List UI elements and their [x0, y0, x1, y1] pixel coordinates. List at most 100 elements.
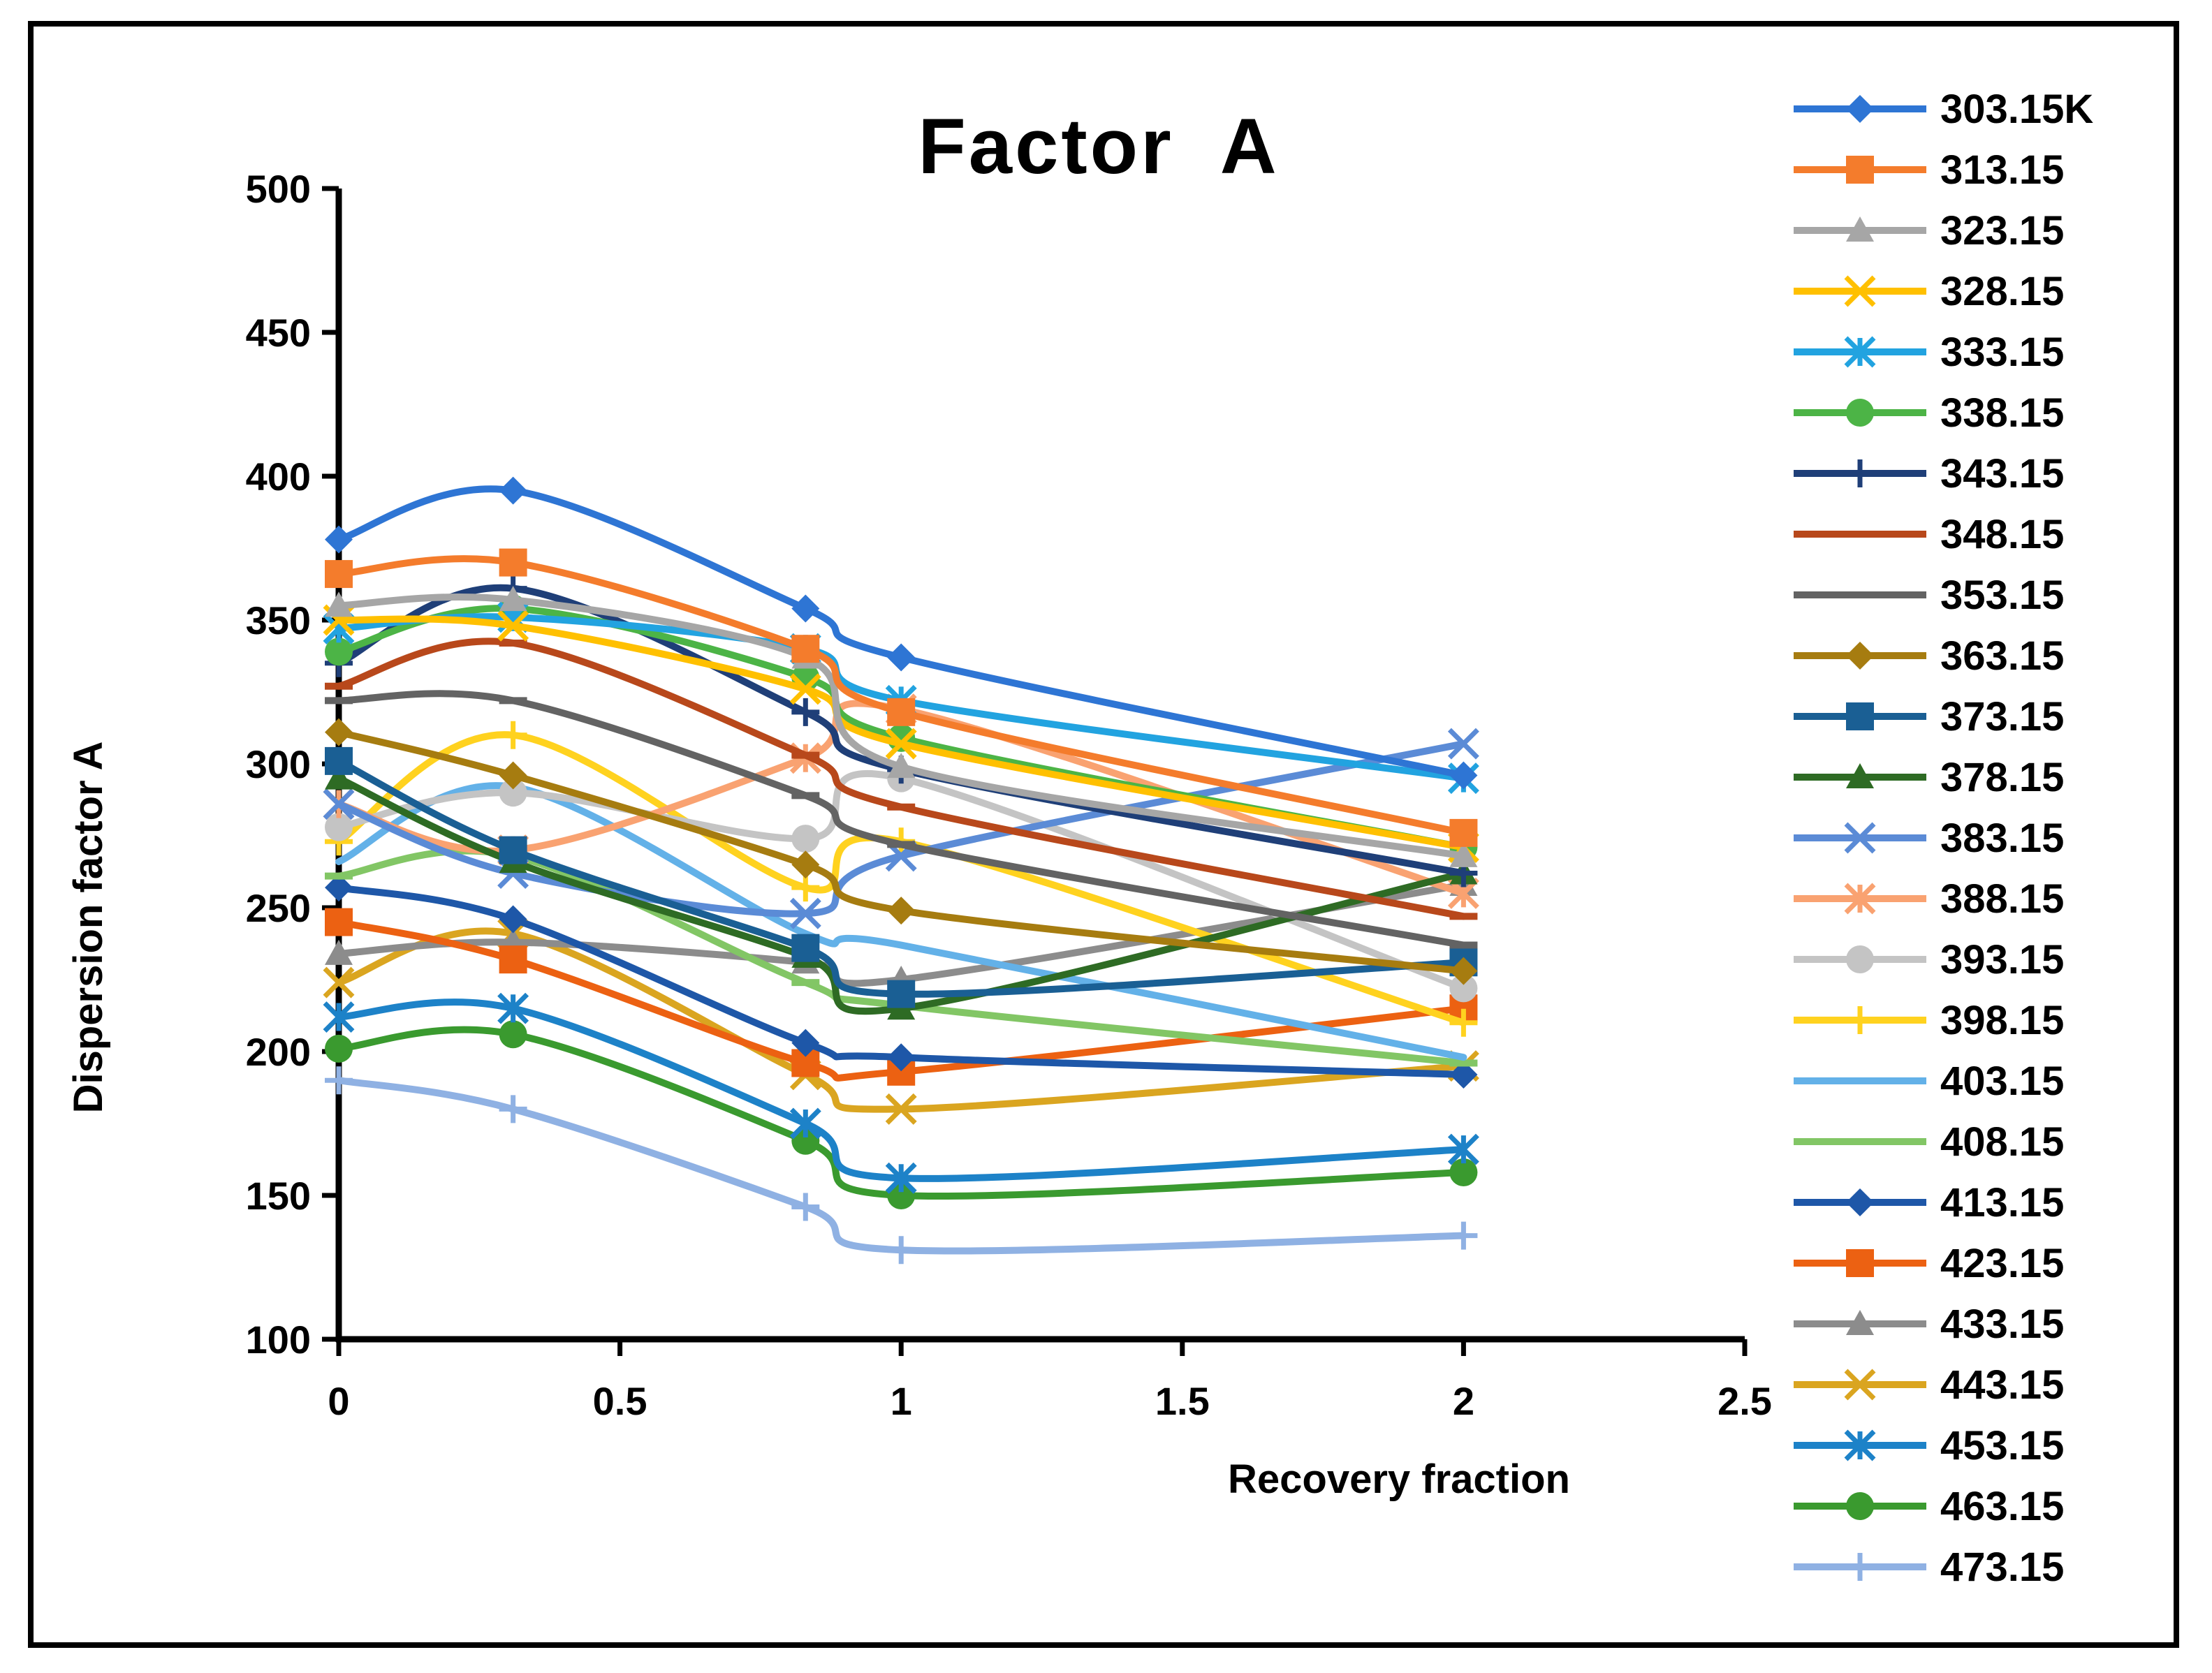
- y-tick-label: 500: [246, 167, 311, 211]
- legend-marker: [1846, 95, 1874, 123]
- data-point: [885, 728, 917, 760]
- data-point: [789, 897, 821, 929]
- data-point: [325, 1066, 353, 1095]
- y-axis-label: Dispersion factor A: [66, 742, 111, 1114]
- data-point: [325, 637, 353, 666]
- legend-label: 453.15: [1940, 1423, 2064, 1468]
- data-point: [499, 1020, 527, 1049]
- data-point: [887, 1043, 916, 1072]
- data-point: [1449, 957, 1478, 985]
- legend-label: 303.15K: [1940, 87, 2093, 132]
- data-point: [323, 788, 355, 820]
- series-line: [335, 731, 1467, 1026]
- data-point: [325, 591, 353, 617]
- legend-item: 378.15: [1794, 755, 2064, 800]
- data-point: [1449, 1158, 1478, 1187]
- legend-marker: [1846, 763, 1874, 788]
- data-point: [323, 1001, 355, 1033]
- y-tick-label: 300: [246, 742, 311, 786]
- data-point: [791, 698, 820, 726]
- series-473.15: [325, 1066, 1478, 1265]
- x-tick-label: 0: [328, 1379, 349, 1423]
- data-point: [789, 1107, 821, 1140]
- legend-marker: [1846, 1188, 1874, 1216]
- legend-item: 328.15: [1794, 269, 2064, 314]
- data-point: [325, 746, 353, 775]
- legend-label: 403.15: [1940, 1059, 2064, 1104]
- series-line: [335, 918, 1467, 1082]
- series-line: [335, 690, 1467, 949]
- series-453.15: [323, 992, 1479, 1194]
- data-point: [791, 1193, 820, 1221]
- data-point: [325, 718, 353, 746]
- legend-item: 398.15: [1794, 998, 2064, 1043]
- series-line: [335, 1077, 1467, 1255]
- legend-marker: [1846, 1249, 1874, 1277]
- series-348.15: [325, 637, 1478, 920]
- data-point: [791, 934, 820, 962]
- data-point: [887, 980, 916, 1008]
- data-point: [1447, 728, 1479, 760]
- legend-marker: [1846, 1006, 1874, 1034]
- legend-item: 383.15: [1794, 816, 2064, 861]
- data-point: [887, 1236, 916, 1265]
- series-363.15: [325, 718, 1478, 985]
- x-tick-label: 0.5: [593, 1379, 647, 1423]
- legend-label: 338.15: [1940, 390, 2064, 436]
- legend-marker: [1846, 1492, 1874, 1520]
- data-point: [499, 905, 527, 934]
- data-point: [323, 966, 355, 998]
- legend-label: 413.15: [1940, 1180, 2064, 1225]
- data-point: [887, 753, 916, 779]
- chart-svg: Factor A Dispersion factor A Recovery fr…: [66, 87, 2093, 1590]
- legend-item: 393.15: [1794, 937, 2064, 982]
- data-point: [499, 721, 527, 749]
- legend-item: 388.15: [1794, 876, 2064, 922]
- data-point: [325, 908, 353, 936]
- legend-label: 398.15: [1940, 998, 2064, 1043]
- series-line: [335, 637, 1467, 920]
- legend-label: 373.15: [1940, 694, 2064, 739]
- series-line: [335, 998, 1467, 1182]
- legend-item: 413.15: [1794, 1180, 2064, 1225]
- series-line: [335, 485, 1467, 779]
- data-point: [325, 874, 353, 902]
- data-point: [1447, 1133, 1479, 1165]
- legend-item: 403.15: [1794, 1059, 2064, 1104]
- legend-item: 473.15: [1794, 1545, 2064, 1590]
- legend-label: 388.15: [1940, 876, 2064, 922]
- data-point: [499, 476, 527, 505]
- legend-item: 453.15: [1794, 1423, 2064, 1468]
- y-tick-label: 450: [246, 311, 311, 355]
- data-point: [499, 779, 527, 807]
- series-443.15: [323, 917, 1479, 1125]
- series-line: [335, 594, 1467, 860]
- legend-label: 463.15: [1940, 1484, 2064, 1529]
- legend-item: 348.15: [1794, 512, 2064, 557]
- y-tick-label: 200: [246, 1030, 311, 1074]
- data-point: [1449, 818, 1478, 847]
- legend-marker: [1844, 822, 1876, 854]
- data-point: [499, 836, 527, 864]
- legend-marker: [1846, 459, 1874, 487]
- series-303.15K: [325, 476, 1478, 790]
- chart-frame: Factor A Dispersion factor A Recovery fr…: [28, 21, 2179, 1648]
- series-403.15: [335, 782, 1467, 1061]
- x-tick-label: 1.5: [1155, 1379, 1210, 1423]
- legend-marker: [1844, 883, 1876, 915]
- data-point: [1449, 1221, 1478, 1250]
- data-point: [887, 897, 916, 925]
- legend-label: 328.15: [1940, 269, 2064, 314]
- data-point: [499, 1095, 527, 1123]
- y-tick-label: 350: [246, 598, 311, 642]
- data-point: [325, 560, 353, 589]
- legend-item: 353.15: [1794, 573, 2064, 618]
- legend-item: 303.15K: [1794, 87, 2093, 132]
- data-point: [497, 610, 529, 642]
- legend-label: 333.15: [1940, 330, 2064, 375]
- legend-item: 313.15: [1794, 147, 2064, 193]
- series-line: [335, 927, 1467, 1113]
- data-point: [885, 1162, 917, 1194]
- legend-item: 338.15: [1794, 390, 2064, 436]
- legend-label: 408.15: [1940, 1119, 2064, 1165]
